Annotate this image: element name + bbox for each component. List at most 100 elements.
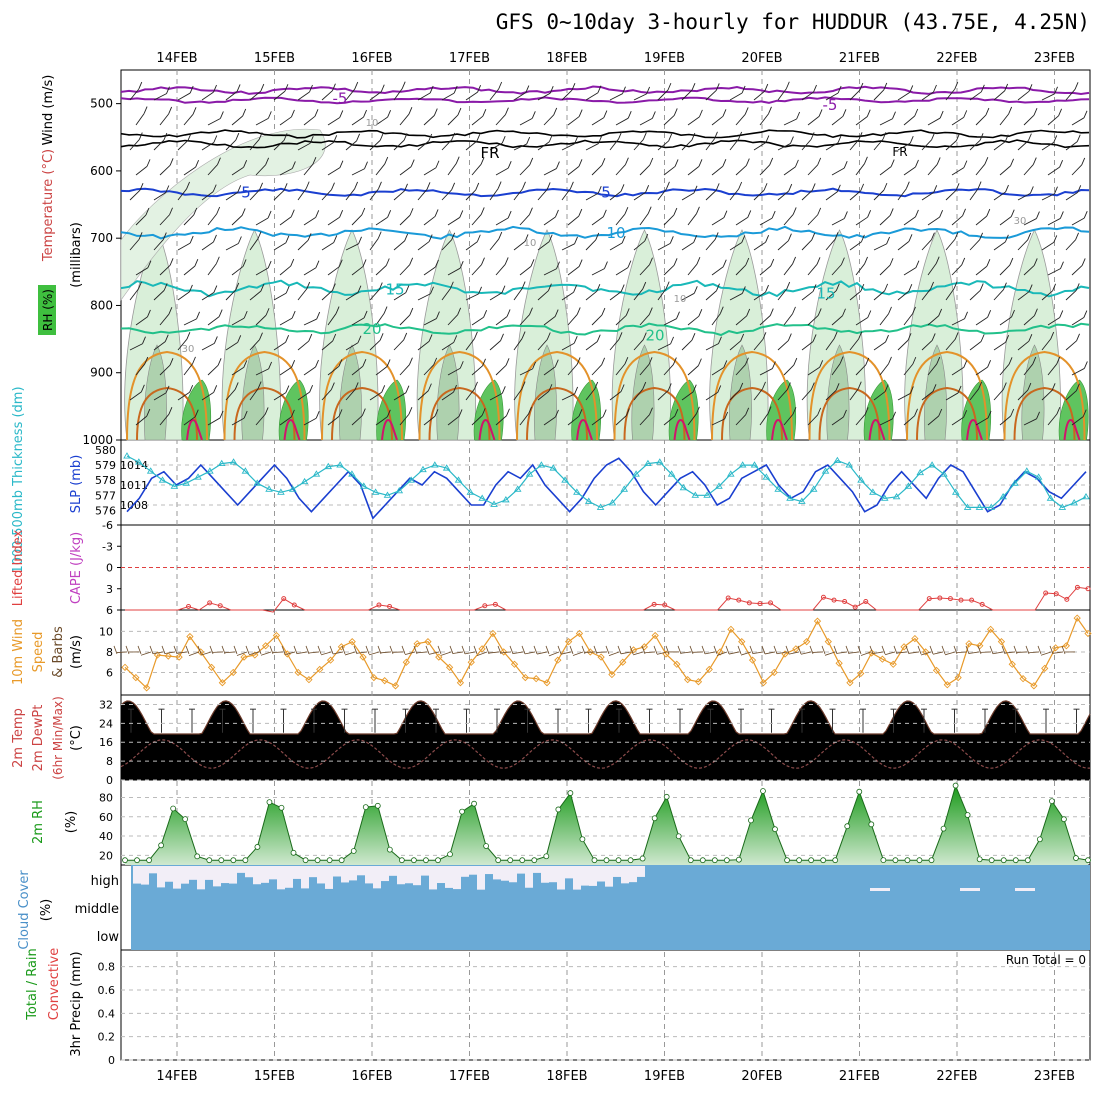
cloud-high-gap <box>413 866 421 886</box>
wind-barb-flag <box>193 207 198 216</box>
wind10m-barb-flag <box>377 645 382 655</box>
wind-barb <box>297 84 313 101</box>
wind-barb-flag <box>235 132 240 141</box>
wind-barb-shaft <box>903 166 916 176</box>
wind-barb-shaft <box>657 288 667 301</box>
wind10m-barb <box>368 651 380 656</box>
wind-barb-shaft <box>513 241 526 251</box>
wind-barb-shaft <box>1071 117 1085 126</box>
wind-barb-flag <box>331 182 335 190</box>
wind-barb-flag <box>529 207 533 215</box>
wind-barb <box>855 156 868 176</box>
rh-marker <box>266 799 273 806</box>
wind-barb-shaft <box>513 288 523 301</box>
lifted-index-marker <box>662 602 668 608</box>
wind-barb-flag <box>433 357 438 366</box>
cloud-high-gap <box>429 866 437 890</box>
cloud-high-gap <box>637 866 645 877</box>
wind-barb <box>975 107 990 126</box>
wind-barb-shaft <box>1041 142 1054 151</box>
wind-speed-marker <box>1073 614 1081 622</box>
wind10m-barb <box>740 651 752 656</box>
wind-speed-marker <box>922 648 930 656</box>
wind-barb-shaft <box>225 91 238 101</box>
wind-barb <box>249 231 262 251</box>
wind-barb-flag <box>409 307 414 316</box>
wind-barb-shaft <box>753 291 766 301</box>
isotherm-25-arch <box>126 350 208 441</box>
wind-barb-shaft <box>633 240 646 251</box>
wind10m-barb <box>536 651 548 655</box>
wind-barb-shaft <box>615 117 629 126</box>
wind-barb-flag <box>501 285 506 293</box>
thickness-marker <box>1011 479 1019 486</box>
wind-barb-flag <box>315 260 320 268</box>
wind-speed-marker <box>381 677 389 685</box>
wind10m-barb <box>524 651 536 655</box>
wind-barb-flag <box>257 231 262 239</box>
wind-barb-flag <box>816 257 821 265</box>
wind-barb-shaft <box>255 217 269 226</box>
wind-barb-shaft <box>327 416 340 426</box>
wind-barb <box>825 85 842 101</box>
wind-barb-shaft <box>441 391 454 401</box>
wind-barb-shaft <box>201 343 215 351</box>
wind-barb <box>969 84 985 101</box>
wind-barb-flag <box>497 181 502 189</box>
wind-barb-flag <box>169 258 174 266</box>
wind-barb <box>831 308 846 326</box>
cloud-high-gap <box>189 866 197 880</box>
wind-barb <box>615 408 630 426</box>
wind-barb-shaft <box>711 217 725 226</box>
wind-barb-flag <box>526 136 531 145</box>
wind-barb-flag <box>333 135 338 143</box>
wind-speed-marker <box>186 632 194 641</box>
wind-barb-flag <box>956 133 960 141</box>
wind-barb <box>231 360 248 376</box>
wind-barb-shaft <box>225 289 237 301</box>
wind-speed-marker <box>510 660 519 668</box>
wind-barb <box>1071 110 1088 126</box>
lifted-index-marker <box>291 602 297 608</box>
wind-barb-shaft <box>759 413 769 426</box>
thickness-marker <box>786 494 794 501</box>
wind-barb-flag <box>843 211 848 219</box>
wind10m-barb <box>836 651 848 654</box>
wind-barb-shaft <box>273 242 287 251</box>
wind-barb-flag <box>695 406 700 414</box>
wind10m-barb <box>956 651 968 653</box>
rh-marker <box>1048 798 1055 805</box>
wind-barb-flag <box>642 132 647 140</box>
wind-barb-shaft <box>879 418 893 426</box>
wind-barb-shaft <box>375 366 388 376</box>
wind-barb-flag <box>890 159 895 167</box>
wind-barb-flag <box>1010 209 1015 217</box>
cloud-high-gap <box>173 866 181 889</box>
wind-barb-shaft <box>993 341 1006 351</box>
wind-barb <box>303 260 320 276</box>
wind-barb <box>831 211 848 226</box>
wind-barb-shaft <box>423 266 436 276</box>
wind-barb-flag <box>192 356 196 365</box>
wind-barb-flag <box>339 210 344 218</box>
wind-barb-flag <box>482 109 487 117</box>
wind-barb <box>345 335 362 351</box>
wind-barb-flag <box>665 281 670 289</box>
wind-barb <box>423 357 438 376</box>
wind-barb-shaft <box>855 263 865 276</box>
isotherm-label: 15 <box>385 280 404 298</box>
wind-barb-shaft <box>273 90 286 101</box>
wind-barb <box>495 257 509 276</box>
wind-barb-shaft <box>609 242 623 251</box>
wind-barb-flag <box>907 333 912 341</box>
wind-barb-shaft <box>375 116 388 126</box>
wind-barb <box>1047 108 1063 126</box>
precip-ylabel-convective: Convective <box>47 948 62 1021</box>
wind-barb-flag <box>979 133 984 141</box>
wind-barb-shaft <box>927 216 940 226</box>
wind-barb-flag <box>528 406 532 415</box>
wind-speed-marker <box>835 659 843 667</box>
wind-barb <box>153 283 168 301</box>
wind-barb-shaft <box>609 138 619 151</box>
wind-barb-flag <box>291 109 295 118</box>
